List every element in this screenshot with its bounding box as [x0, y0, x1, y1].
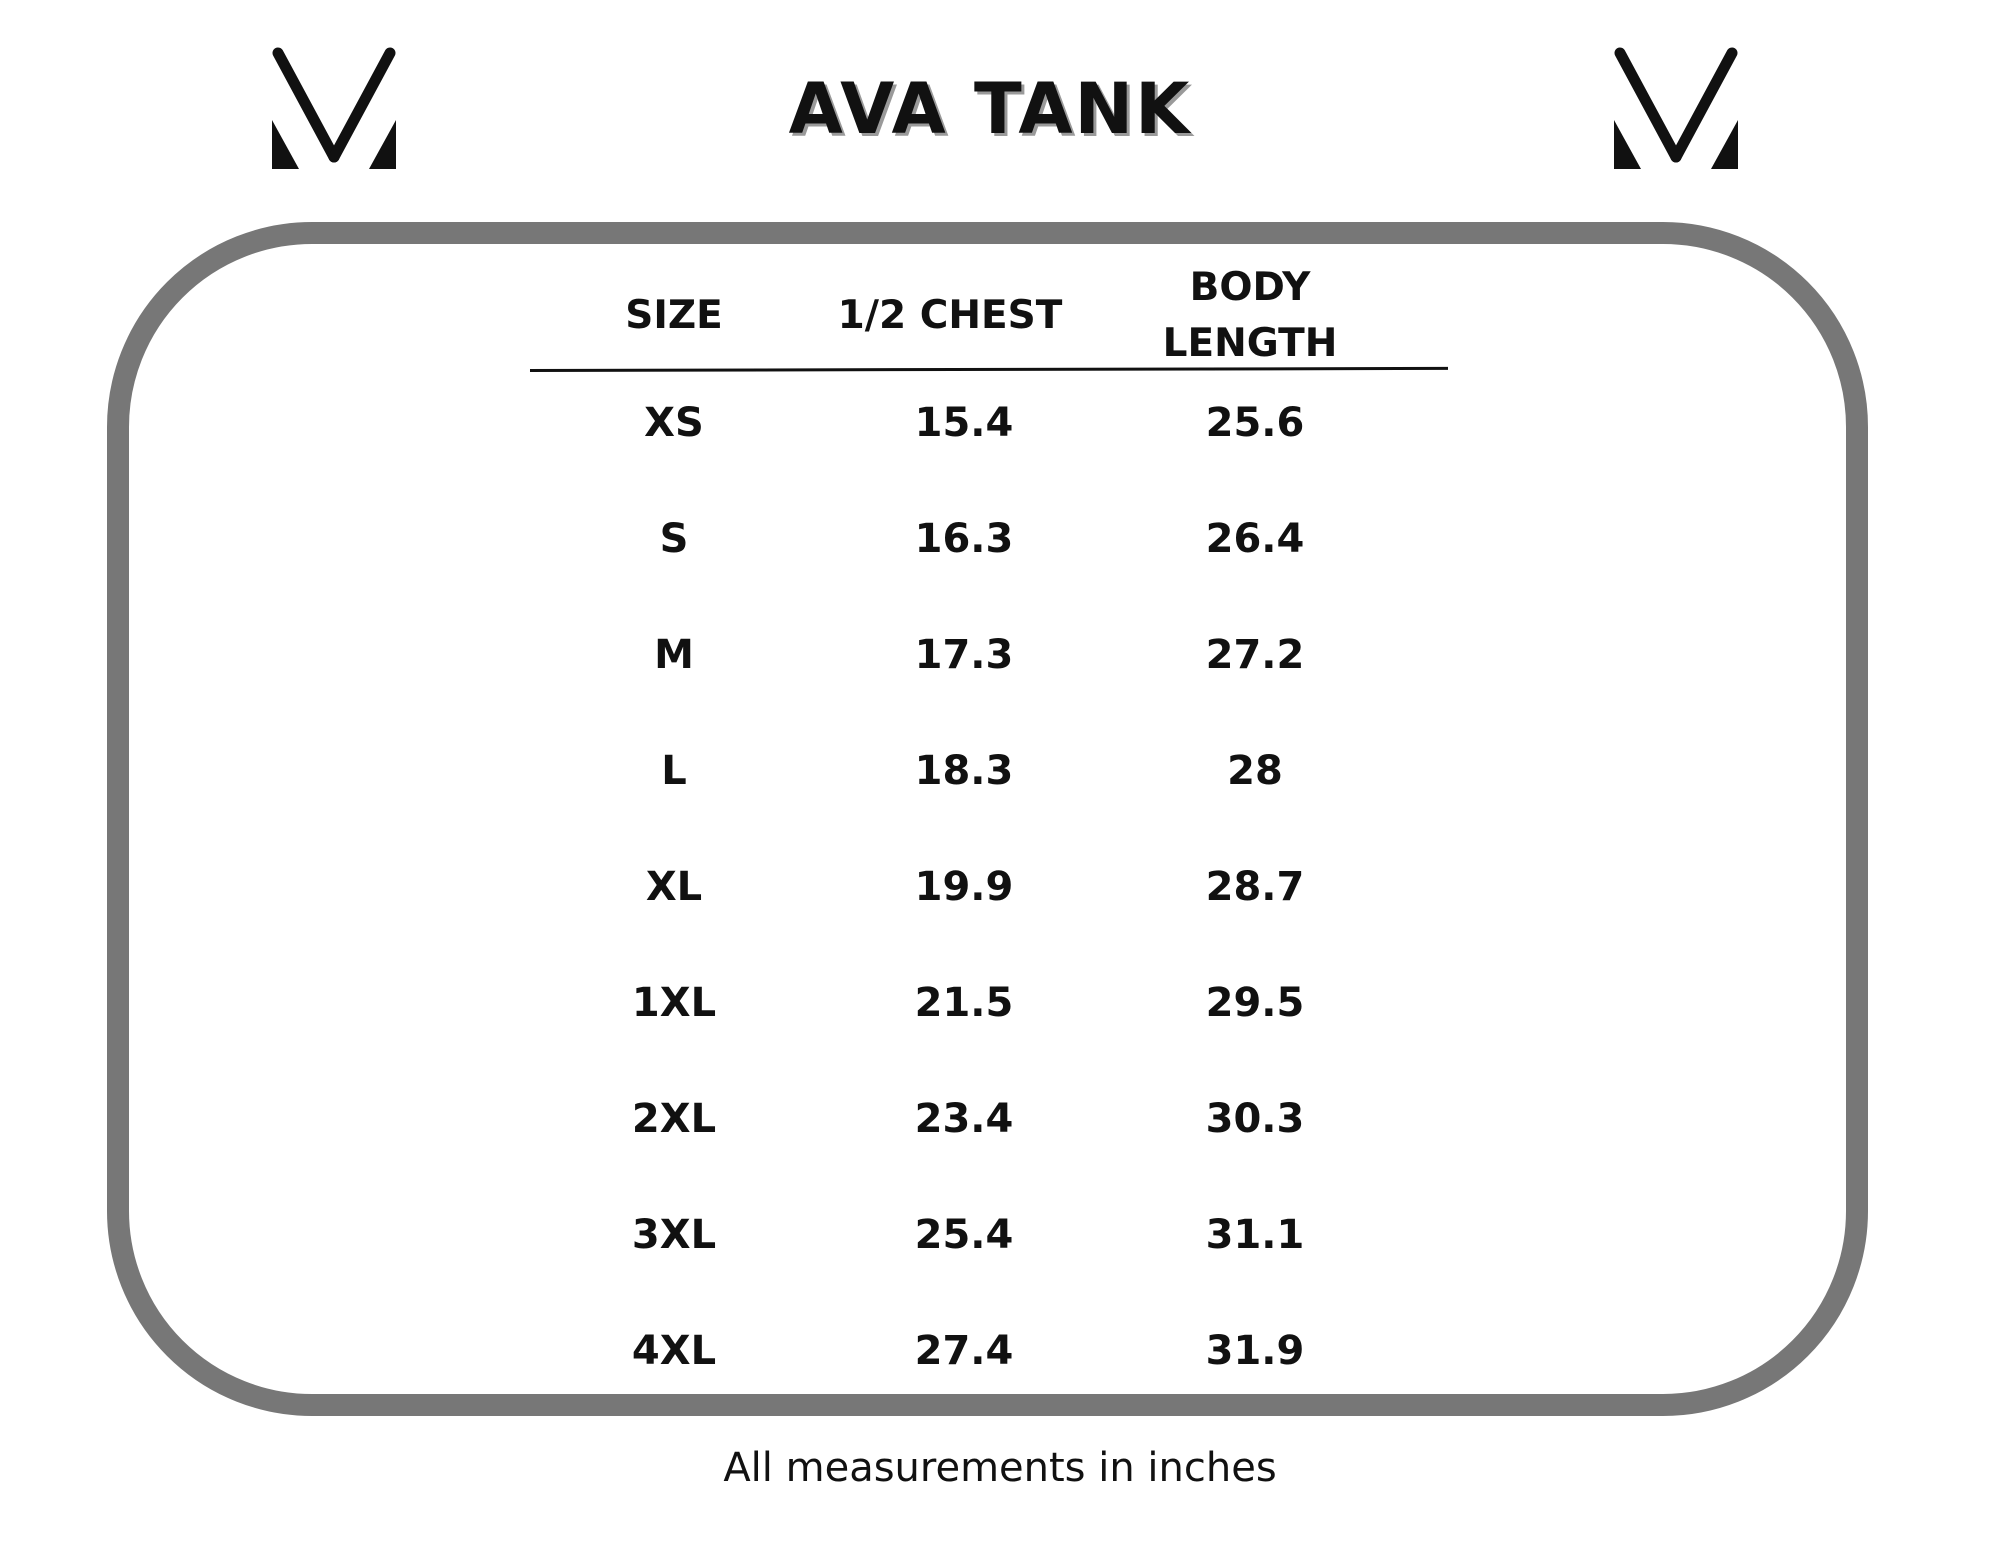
size-cell: L — [661, 748, 687, 794]
chest-cell: 17.3 — [914, 632, 1014, 678]
table-row: L 18.3 28 — [0, 741, 2000, 801]
header-body-length-line2: LENGTH — [1162, 321, 1338, 366]
body-length-cell: 31.1 — [1205, 1212, 1305, 1258]
table-row: XS 15.4 25.6 — [0, 393, 2000, 453]
brand-logo-right — [1610, 45, 1740, 170]
size-cell: XS — [644, 400, 704, 446]
body-length-cell: 31.9 — [1205, 1328, 1305, 1374]
chest-cell: 27.4 — [914, 1328, 1014, 1374]
body-length-cell: 30.3 — [1205, 1096, 1305, 1142]
chest-cell: 25.4 — [914, 1212, 1014, 1258]
table-row: 2XL 23.4 30.3 — [0, 1089, 2000, 1149]
chest-cell: 18.3 — [914, 748, 1014, 794]
body-length-cell: 29.5 — [1205, 980, 1305, 1026]
table-row: S 16.3 26.4 — [0, 509, 2000, 569]
table-row: 1XL 21.5 29.5 — [0, 973, 2000, 1033]
brand-logo-left — [268, 45, 398, 170]
header-body-length-line1: BODY — [1189, 265, 1311, 310]
table-row: 3XL 25.4 31.1 — [0, 1205, 2000, 1265]
header-body-length: BODY LENGTH — [1130, 260, 1370, 372]
size-cell: S — [659, 516, 689, 562]
chest-cell: 23.4 — [914, 1096, 1014, 1142]
chest-cell: 21.5 — [914, 980, 1014, 1026]
size-cell: 3XL — [631, 1212, 717, 1258]
v-monogram-icon — [272, 47, 396, 169]
body-length-cell: 26.4 — [1205, 516, 1305, 562]
body-length-cell: 27.2 — [1205, 632, 1305, 678]
header-size: SIZE — [625, 293, 723, 338]
size-cell: M — [654, 632, 694, 678]
chest-cell: 19.9 — [914, 864, 1014, 910]
size-cell: 2XL — [631, 1096, 717, 1142]
header-half-chest: 1/2 CHEST — [837, 293, 1063, 338]
body-length-cell: 28.7 — [1205, 864, 1305, 910]
size-cell: XL — [645, 864, 703, 910]
chest-cell: 16.3 — [914, 516, 1014, 562]
table-row: XL 19.9 28.7 — [0, 857, 2000, 917]
size-cell: 4XL — [631, 1328, 717, 1374]
v-monogram-icon — [1614, 47, 1738, 169]
size-chart-frame — [107, 222, 1868, 1416]
body-length-cell: 28 — [1227, 748, 1283, 794]
table-row: 4XL 27.4 31.9 — [0, 1321, 2000, 1381]
measurement-note: All measurements in inches — [723, 1445, 1277, 1491]
chest-cell: 15.4 — [914, 400, 1014, 446]
size-cell: 1XL — [631, 980, 717, 1026]
page-title: AVA TANK — [788, 68, 1192, 150]
table-row: M 17.3 27.2 — [0, 625, 2000, 685]
body-length-cell: 25.6 — [1205, 400, 1305, 446]
